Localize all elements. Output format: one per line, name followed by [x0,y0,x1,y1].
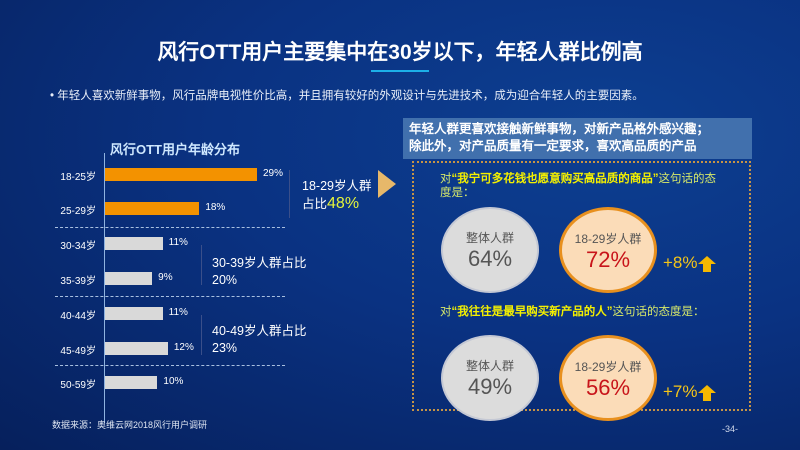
increase-value: +7% [663,382,698,401]
group-separator [289,170,290,218]
group-label: 18-29岁人群 [302,179,372,193]
arrow-up-icon [697,384,716,401]
value-label: 18% [205,202,226,213]
category-label: 18-25岁 [60,172,96,183]
group-18-29: 18-29岁人群 占比48% [302,178,371,213]
header-line: 年轻人群更喜欢接触新鲜事物，对新产品格外感兴趣； [409,122,710,136]
circle-label: 18-29岁人群 [574,232,642,246]
page-title: 风行OTT用户主要集中在30岁以下，年轻人群比例高 [157,41,643,64]
q-post: 这句话的态度是： [440,173,716,199]
bar [105,237,163,250]
young-circle-1: 18-29岁人群 72% [559,207,657,293]
page-number: -34- [722,424,739,434]
category-label: 35-39岁 [60,276,96,287]
value-label: 9% [158,272,173,283]
circle-value: 49% [467,374,513,399]
group-divider [55,365,285,366]
group-30-39: 30-39岁人群占比 20% [212,255,306,289]
increase-value: +8% [663,253,698,272]
category-label: 25-29岁 [60,206,96,217]
title-underline [371,70,429,72]
arrow-right-icon [378,170,396,198]
group-label: 30-39岁人群占比 [212,256,307,270]
value-label: 29% [262,168,283,179]
bullet-text: • 年轻人喜欢新鲜事物，风行品牌电视性价比高，并且拥有较好的外观设计与先进技术，… [50,90,644,102]
category-label: 45-49岁 [60,346,96,357]
circle-value: 72% [585,247,631,272]
bar [105,168,257,181]
young-circle-2: 18-29岁人群 56% [559,335,657,421]
overall-circle-1: 整体人群 64% [441,207,539,293]
group-divider [55,227,285,228]
q-quote: “我往往是最早购买新产品的人” [451,306,613,318]
insight-header: 年轻人群更喜欢接触新鲜事物，对新产品格外感兴趣； 除此外，对产品质量有一定要求，… [403,118,752,159]
bar [105,342,168,355]
question-1: 对“我宁可多花钱也愿意购买高品质的商品”这句话的态度是： [440,172,720,200]
chart-axis [104,153,105,423]
group-prefix: 占比 [302,197,328,211]
bar [105,307,163,320]
bar [105,202,200,215]
chart-title: 风行OTT用户年龄分布 [110,142,240,157]
category-label: 40-44岁 [60,311,96,322]
increase-1: +8% [663,253,716,273]
group-divider [55,296,285,297]
overall-circle-2: 整体人群 49% [441,335,539,421]
group-value: 20% [212,273,238,287]
header-line: 除此外，对产品质量有一定要求，喜欢高品质的产品 [409,139,697,153]
value-label: 12% [173,342,194,353]
circle-value: 64% [467,246,513,271]
circle-label: 整体人群 [465,359,514,373]
group-40-49: 40-49岁人群占比 23% [212,323,306,357]
value-label: 11% [168,237,188,248]
group-separator [201,315,202,355]
circle-label: 18-29岁人群 [574,360,642,374]
bullet-content: 年轻人喜欢新鲜事物，风行品牌电视性价比高，并且拥有较好的外观设计与先进技术，成为… [57,90,644,102]
arrow-up-icon [697,255,716,272]
q-pre: 对 [440,173,452,185]
group-separator [201,245,202,285]
group-label: 40-49岁人群占比 [212,324,307,338]
bar [105,272,153,285]
q-pre: 对 [440,306,452,318]
circle-value: 56% [585,375,631,400]
q-post: 这句话的态度是： [612,306,705,318]
data-source: 数据来源：奥维云网2018风行用户调研 [52,420,208,430]
increase-2: +7% [663,382,716,402]
bar [105,376,158,389]
value-label: 11% [168,307,188,318]
question-2: 对“我往往是最早购买新产品的人”这句话的态度是： [440,305,720,319]
category-label: 30-34岁 [60,241,96,252]
q-quote: “我宁可多花钱也愿意购买高品质的商品” [451,173,659,185]
value-label: 10% [163,376,184,387]
group-value: 48% [327,195,360,212]
category-label: 50-59岁 [60,380,96,391]
circle-label: 整体人群 [465,231,514,245]
group-value: 23% [212,341,238,355]
